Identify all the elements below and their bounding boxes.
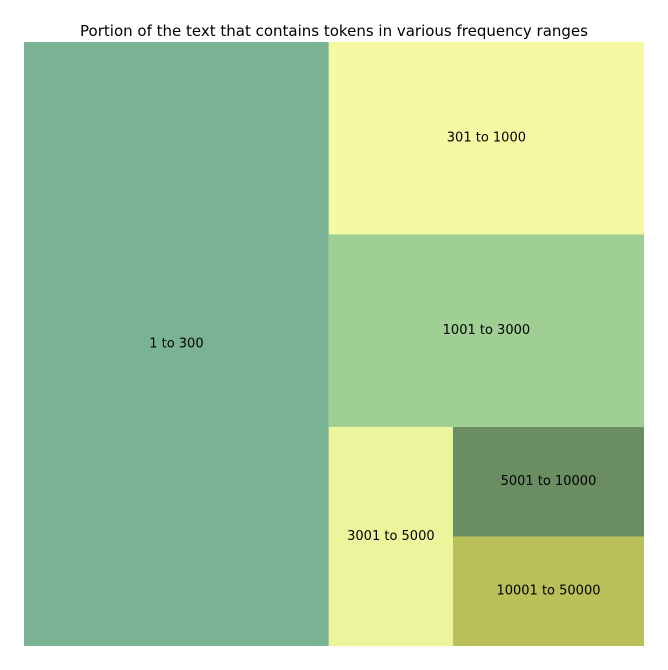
treemap-label-301-to-1000: 301 to 1000 xyxy=(447,131,526,146)
treemap-cell-301-to-1000 xyxy=(328,42,644,235)
treemap-cell-3001-to-5000 xyxy=(328,426,453,646)
treemap-label-10001-to-50000: 10001 to 50000 xyxy=(496,584,600,599)
treemap-label-1-to-300: 1 to 300 xyxy=(149,337,203,352)
treemap-cell-1001-to-3000 xyxy=(328,234,644,427)
treemap-label-3001-to-5000: 3001 to 5000 xyxy=(347,529,434,544)
treemap-cell-5001-to-10000 xyxy=(452,426,644,537)
treemap-cell-1-to-300 xyxy=(24,42,329,646)
treemap-cell-10001-to-50000 xyxy=(452,536,644,646)
treemap-cells: 1 to 300 301 to 1000 1001 to 3000 3001 to 5… xyxy=(24,42,644,646)
treemap-label-1001-to-3000: 1001 to 3000 xyxy=(443,323,530,338)
treemap-label-5001-to-10000: 5001 to 10000 xyxy=(501,474,597,489)
chart-title: Portion of the text that contains tokens… xyxy=(80,22,588,40)
